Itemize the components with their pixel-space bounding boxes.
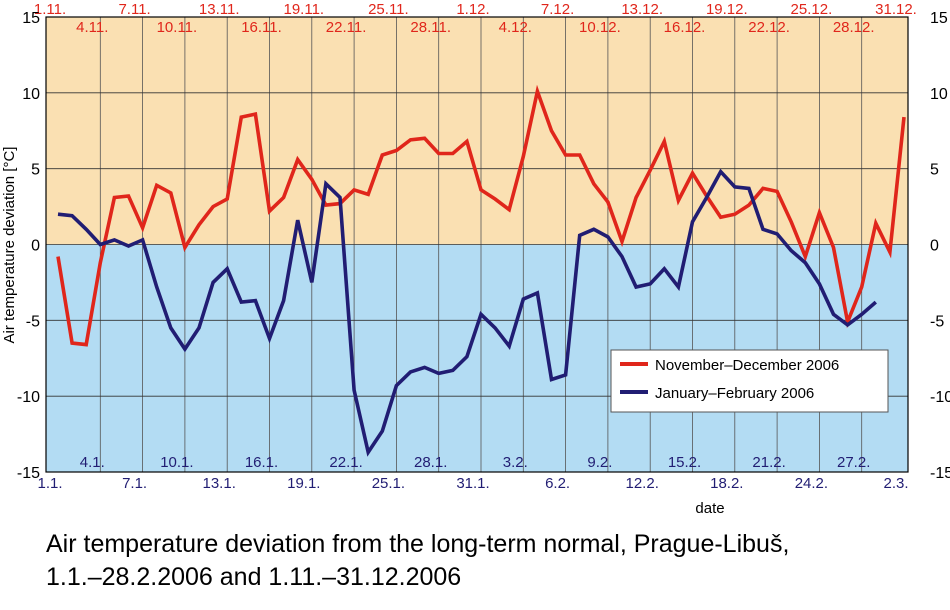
series-line-nov-dec (56, 84, 906, 347)
date-label-bottom: 31.1. (456, 475, 489, 492)
date-label-inner-bottom: 4.1. (80, 454, 105, 471)
date-label-bottom: 12.2. (626, 475, 659, 492)
date-label-inner-bottom: 22.1. (329, 454, 362, 471)
y-tick-label-left: 5 (31, 162, 40, 179)
date-label-bottom: 25.1. (372, 475, 405, 492)
date-label-top: 25.12. (791, 1, 833, 18)
date-label-bottom: 1.1. (37, 475, 62, 492)
date-label-inner-bottom: 15.2. (668, 454, 701, 471)
date-label-top: 25.11. (368, 1, 409, 18)
date-label-bottom: 7.1. (122, 475, 147, 492)
date-label-bottom: 19.1. (287, 475, 320, 492)
date-label-top: 7.12. (541, 1, 574, 18)
date-label-inner-bottom: 3.2. (503, 454, 528, 471)
date-label-second: 28.11. (410, 19, 451, 36)
date-label-second: 28.12. (833, 19, 875, 36)
positive-region (46, 17, 908, 245)
y-tick-label-right: -10 (930, 389, 950, 406)
legend-label-nov-dec: November–December 2006 (655, 357, 839, 374)
x-axis-label: date (695, 500, 724, 517)
series-lines (56, 84, 906, 457)
y-axis-label: Air temperature deviation [°C] (1, 147, 18, 344)
y-tick-label-left: -15 (17, 465, 40, 482)
legend: November–December 2006 January–February … (610, 349, 889, 413)
date-label-second: 4.12. (499, 19, 532, 36)
date-labels: 1.11. 7.11. 13.11. 19.11. 25.11. 1.12. 7.12. 13… (34, 1, 917, 492)
date-label-bottom: 13.1. (203, 475, 236, 492)
date-label-top: 1.11. (34, 1, 66, 18)
legend-box (610, 349, 889, 413)
date-label-second: 22.11. (326, 19, 367, 36)
date-label-top: 19.12. (706, 1, 748, 18)
date-label-second: 22.12. (748, 19, 790, 36)
date-label-top: 1.12. (456, 1, 489, 18)
y-tick-label-right: 15 (930, 10, 948, 27)
date-label-top: 13.11. (199, 1, 240, 18)
date-label-top: 31.12. (875, 1, 917, 18)
date-label-bottom: 24.2. (795, 475, 828, 492)
y-tick-label-left: 15 (22, 10, 40, 27)
legend-label-jan-feb: January–February 2006 (655, 385, 814, 402)
date-label-inner-bottom: 9.2. (587, 454, 612, 471)
date-label-inner-bottom: 21.2. (752, 454, 785, 471)
axes: -15 -15 -10 -10 -5 -5 0 0 5 5 10 10 15 15 (17, 10, 950, 482)
date-label-top: 13.12. (621, 1, 663, 18)
y-tick-label-right: -5 (930, 313, 944, 330)
y-tick-label-left: -5 (26, 313, 40, 330)
y-tick-label-right: -15 (930, 465, 950, 482)
date-label-bottom: 18.2. (710, 475, 743, 492)
date-label-inner-bottom: 10.1. (160, 454, 193, 471)
date-label-bottom: 6.2. (545, 475, 570, 492)
series-line-jan-feb (57, 168, 877, 457)
y-tick-label-left: 0 (31, 238, 40, 255)
date-label-top: 7.11. (118, 1, 150, 18)
figure-caption: Air temperature deviation from the long-… (46, 528, 946, 594)
y-tick-label-right: 5 (930, 162, 939, 179)
date-label-bottom: 2.3. (883, 475, 908, 492)
date-label-second: 10.11. (157, 19, 198, 36)
y-tick-label-left: -10 (17, 389, 40, 406)
temperature-deviation-chart: 1.11. 7.11. 13.11. 19.11. 25.11. 1.12. 7.12. 13… (1, 1, 950, 517)
date-label-inner-bottom: 16.1. (245, 454, 278, 471)
y-tick-label-left: 10 (22, 86, 40, 103)
date-label-second: 4.11. (76, 19, 108, 36)
date-label-second: 16.11. (241, 19, 282, 36)
date-label-inner-bottom: 28.1. (414, 454, 447, 471)
plot-frame (45, 16, 909, 473)
date-label-inner-bottom: 27.2. (837, 454, 870, 471)
date-label-second: 10.12. (579, 19, 621, 36)
date-label-top: 19.11. (284, 1, 325, 18)
caption-line-1: Air temperature deviation from the long-… (46, 530, 790, 558)
caption-line-2: 1.1.–28.2.2006 and 1.11.–31.12.2006 (46, 563, 462, 591)
date-label-second: 16.12. (664, 19, 706, 36)
y-tick-label-right: 0 (930, 238, 939, 255)
y-tick-label-right: 10 (930, 86, 948, 103)
